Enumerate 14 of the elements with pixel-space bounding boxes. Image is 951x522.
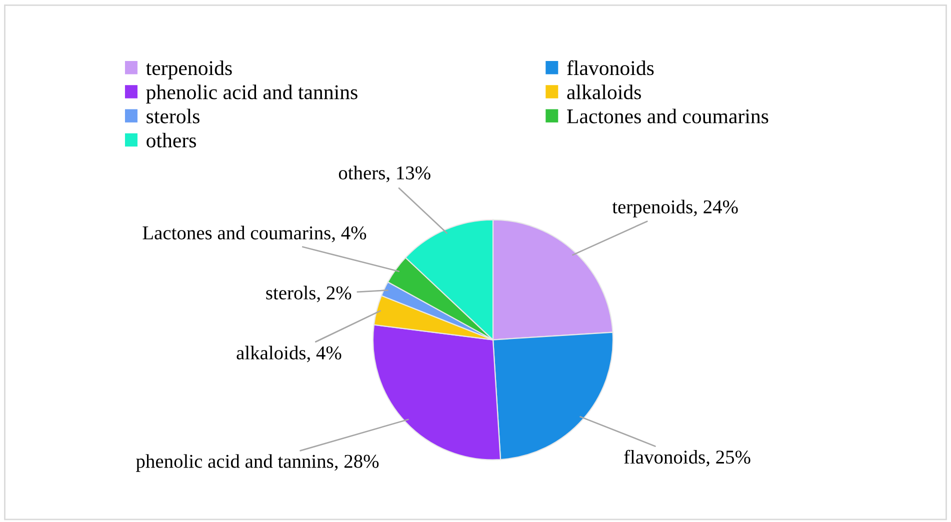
data-label: Lactones and coumarins, 4% <box>142 226 366 242</box>
data-label: phenolic acid and tannins, 28% <box>136 454 379 472</box>
data-label: flavonoids, 25% <box>624 450 750 466</box>
legend-label: others <box>146 132 196 148</box>
legend-label: terpenoids <box>146 60 232 80</box>
data-label: alkaloids, 4% <box>236 346 342 362</box>
legend-label: alkaloids <box>567 84 641 100</box>
data-label: sterols, 2% <box>266 286 352 302</box>
legend-label: Lactones and coumarins <box>567 108 768 124</box>
data-label: terpenoids, 24% <box>612 200 738 218</box>
data-label: others, 13% <box>338 166 430 182</box>
legend-label: sterols <box>146 108 200 124</box>
legend-label: phenolic acid and tannins <box>146 84 358 104</box>
legend-label: flavonoids <box>567 60 654 76</box>
